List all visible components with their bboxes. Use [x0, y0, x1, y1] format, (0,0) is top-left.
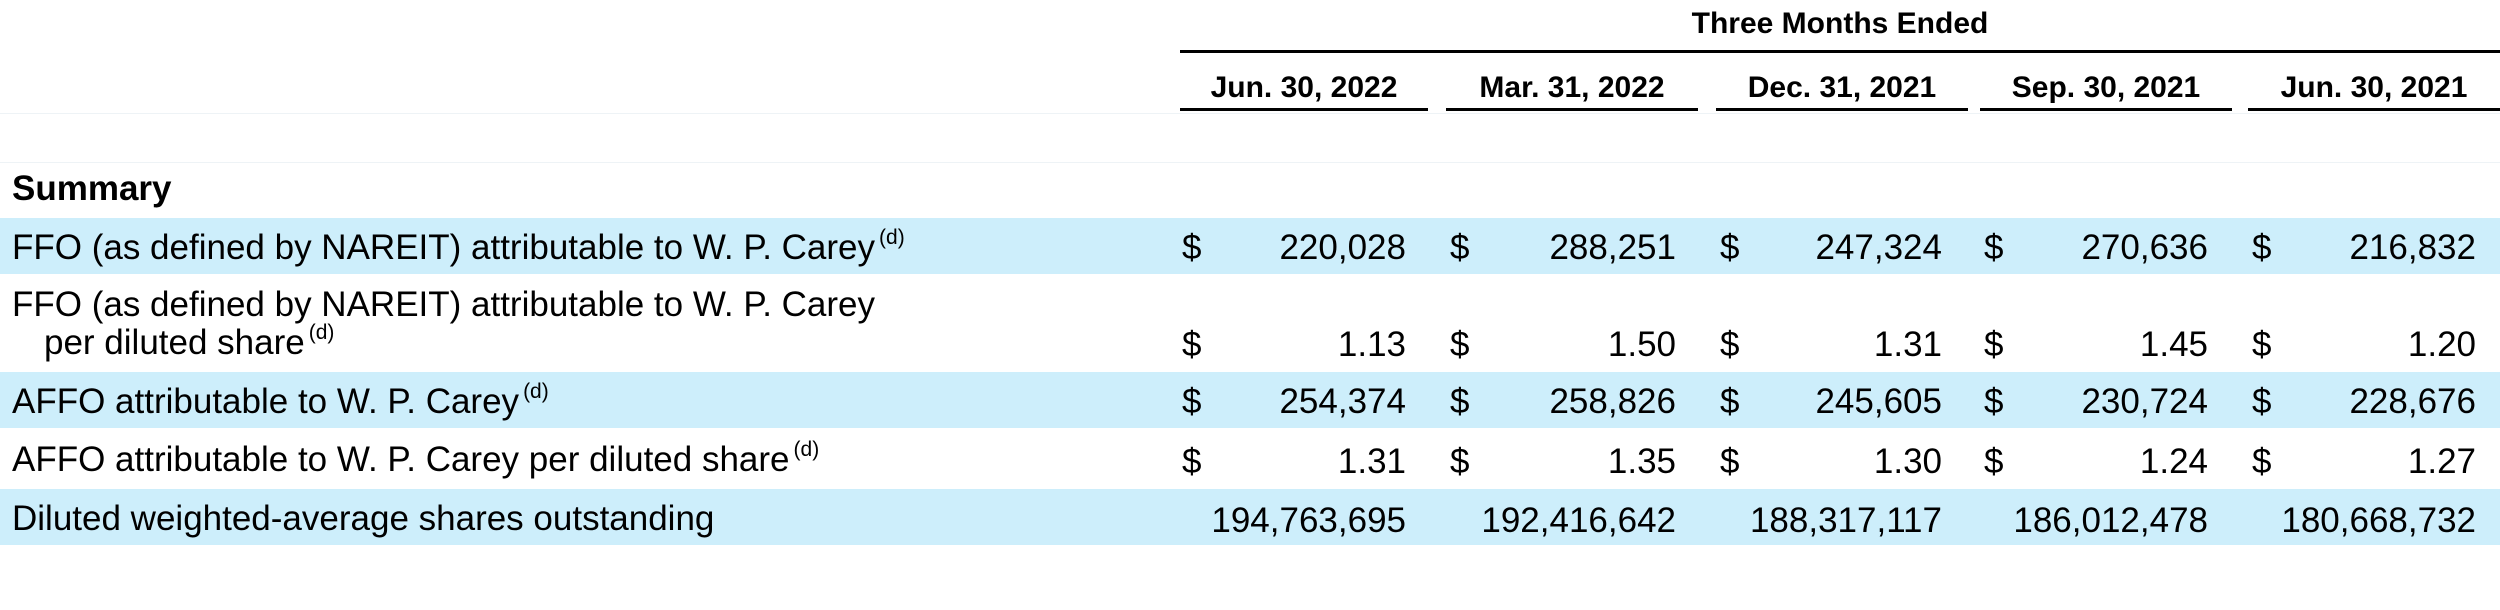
footnote-marker: (d)	[793, 438, 820, 461]
currency-symbol: $	[1984, 228, 2004, 267]
footnote-marker: (d)	[879, 226, 905, 249]
row-label-ffo-per-share-line2: per diluted share (d)	[44, 322, 334, 362]
column-header-jun-2021: Jun. 30, 2021	[2280, 71, 2468, 104]
column-header-dec-2021: Dec. 31, 2021	[1747, 71, 1937, 104]
footnote-marker: (d)	[308, 321, 335, 344]
currency-symbol: $	[1984, 382, 2004, 421]
header-separator	[0, 113, 2500, 114]
cell-affo-ps-dec-2021: 1.30	[1873, 442, 1942, 481]
column-underline-3	[1716, 108, 1968, 111]
currency-symbol: $	[1450, 382, 1470, 421]
column-group-underline	[1180, 50, 2500, 53]
cell-shares-jun-2021: 180,668,732	[2281, 501, 2476, 540]
row-label-text: AFFO attributable to W. P. Carey per dil…	[12, 440, 790, 479]
row-band-ffo	[0, 218, 2500, 274]
column-underline-2	[1446, 108, 1698, 111]
row-label-ffo-per-share-line1: FFO (as defined by NAREIT) attributable …	[12, 285, 876, 324]
cell-shares-jun-2022: 194,763,695	[1211, 501, 1406, 540]
currency-symbol: $	[1984, 442, 2004, 481]
currency-symbol: $	[1720, 325, 1740, 364]
cell-ffo-ps-jun-2021: 1.20	[2407, 325, 2476, 364]
cell-ffo-mar-2022: 288,251	[1549, 228, 1676, 267]
cell-affo-jun-2022: 254,374	[1279, 382, 1406, 421]
cell-ffo-dec-2021: 247,324	[1815, 228, 1942, 267]
cell-affo-mar-2022: 258,826	[1549, 382, 1676, 421]
row-label-affo: AFFO attributable to W. P. Carey (d)	[12, 381, 549, 421]
currency-symbol: $	[1182, 382, 1202, 421]
currency-symbol: $	[1182, 442, 1202, 481]
currency-symbol: $	[2252, 382, 2272, 421]
cell-affo-sep-2021: 230,724	[2081, 382, 2208, 421]
currency-symbol: $	[1450, 228, 1470, 267]
currency-symbol: $	[1720, 382, 1740, 421]
currency-symbol: $	[2252, 442, 2272, 481]
cell-ffo-ps-sep-2021: 1.45	[2139, 325, 2208, 364]
row-label-diluted-shares: Diluted weighted-average shares outstand…	[12, 499, 715, 538]
currency-symbol: $	[1450, 442, 1470, 481]
cell-shares-mar-2022: 192,416,642	[1481, 501, 1676, 540]
column-group-header: Three Months Ended	[1691, 7, 1989, 40]
cell-shares-dec-2021: 188,317,117	[1749, 501, 1942, 540]
currency-symbol: $	[1720, 442, 1740, 481]
cell-ffo-jun-2022: 220,028	[1279, 228, 1406, 267]
row-label-text: AFFO attributable to W. P. Carey	[12, 382, 520, 421]
column-header-sep-2021: Sep. 30, 2021	[2011, 71, 2201, 104]
row-label-text: FFO (as defined by NAREIT) attributable …	[12, 228, 876, 267]
cell-shares-sep-2021: 186,012,478	[2013, 501, 2208, 540]
currency-symbol: $	[1720, 228, 1740, 267]
column-underline-5	[2248, 108, 2500, 111]
column-underline-4	[1980, 108, 2232, 111]
cell-ffo-sep-2021: 270,636	[2081, 228, 2208, 267]
cell-affo-dec-2021: 245,605	[1815, 382, 1942, 421]
cell-ffo-jun-2021: 216,832	[2349, 228, 2476, 267]
column-underline-1	[1180, 108, 1428, 111]
column-header-mar-2022: Mar. 31, 2022	[1479, 71, 1665, 104]
currency-symbol: $	[1450, 325, 1470, 364]
cell-affo-ps-sep-2021: 1.24	[2139, 442, 2208, 481]
cell-affo-ps-jun-2022: 1.31	[1337, 442, 1406, 481]
currency-symbol: $	[2252, 228, 2272, 267]
currency-symbol: $	[1984, 325, 2004, 364]
header-separator-2	[0, 162, 2500, 163]
cell-ffo-ps-mar-2022: 1.50	[1607, 325, 1676, 364]
column-header-jun-2022: Jun. 30, 2022	[1210, 71, 1398, 104]
currency-symbol: $	[1182, 325, 1202, 364]
section-title: Summary	[12, 169, 172, 208]
row-band-affo	[0, 372, 2500, 428]
row-band-shares	[0, 489, 2500, 545]
cell-affo-ps-mar-2022: 1.35	[1607, 442, 1676, 481]
cell-affo-jun-2021: 228,676	[2349, 382, 2476, 421]
row-label-text: per diluted share	[44, 323, 305, 362]
cell-ffo-ps-dec-2021: 1.31	[1873, 325, 1942, 364]
currency-symbol: $	[2252, 325, 2272, 364]
cell-ffo-ps-jun-2022: 1.13	[1337, 325, 1406, 364]
row-label-ffo: FFO (as defined by NAREIT) attributable …	[12, 227, 905, 267]
cell-affo-ps-jun-2021: 1.27	[2407, 442, 2476, 481]
row-label-affo-per-share: AFFO attributable to W. P. Carey per dil…	[12, 439, 819, 479]
footnote-marker: (d)	[523, 380, 549, 403]
currency-symbol: $	[1182, 228, 1202, 267]
